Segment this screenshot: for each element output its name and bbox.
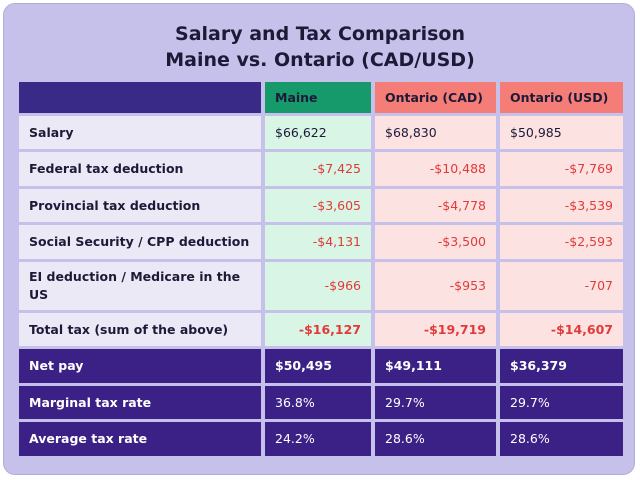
value-cell: -$966 (265, 261, 371, 310)
value-cell: 36.8% (265, 385, 371, 419)
value-cell: 28.6% (375, 422, 496, 456)
value-cell: $49,111 (375, 349, 496, 383)
value-cell: -$3,539 (500, 188, 623, 222)
header-cell: Ontario (CAD) (375, 82, 496, 113)
table-row: Total tax (sum of the above) -$16,127 -$19… (19, 312, 623, 346)
table-row: EI deduction / Medicare in the US -$966 -$… (19, 261, 623, 310)
value-cell: -$16,127 (265, 312, 371, 346)
value-cell: -707 (500, 261, 623, 310)
value-cell: 24.2% (265, 422, 371, 456)
value-cell: -$3,500 (375, 225, 496, 259)
value-cell: -$4,778 (375, 188, 496, 222)
value-cell: 29.7% (500, 385, 623, 419)
value-cell: -$19,719 (375, 312, 496, 346)
value-cell: $66,622 (265, 116, 371, 149)
row-label: Salary (19, 116, 261, 149)
card: Salary and Tax Comparison Maine vs. Onta… (3, 3, 635, 475)
value-cell: 28.6% (500, 422, 623, 456)
value-cell: -$3,605 (265, 188, 371, 222)
value-cell: -$4,131 (265, 225, 371, 259)
header-cell (19, 82, 261, 113)
value-cell: -$10,488 (375, 152, 496, 186)
row-label: Provincial tax deduction (19, 188, 261, 222)
value-cell: $50,495 (265, 349, 371, 383)
comparison-table: Maine Ontario (CAD) Ontario (USD) Salary $66… (15, 79, 627, 459)
table-row: Social Security / CPP deduction -$4,131 -$… (19, 225, 623, 259)
title-line: Salary and Tax Comparison (175, 23, 465, 45)
header-cell: Maine (265, 82, 371, 113)
value-cell: -$7,769 (500, 152, 623, 186)
row-label: Average tax rate (19, 422, 261, 456)
row-label: Marginal tax rate (19, 385, 261, 419)
table-row: Salary $66,622 $68,830 $50,985 (19, 116, 623, 149)
value-cell: -$7,425 (265, 152, 371, 186)
value-cell: 29.7% (375, 385, 496, 419)
table-row: Average tax rate 24.2% 28.6% 28.6% (19, 422, 623, 456)
row-label: Social Security / CPP deduction (19, 225, 261, 259)
title: Salary and Tax Comparison Maine vs. Onta… (4, 21, 636, 73)
table-row: Provincial tax deduction -$3,605 -$4,778 -$… (19, 188, 623, 222)
value-cell: -$14,607 (500, 312, 623, 346)
row-label: Total tax (sum of the above) (19, 312, 261, 346)
value-cell: $68,830 (375, 116, 496, 149)
title-line: Maine vs. Ontario (CAD/USD) (165, 49, 475, 71)
table-row: Marginal tax rate 36.8% 29.7% 29.7% (19, 385, 623, 419)
header-row: Maine Ontario (CAD) Ontario (USD) (19, 82, 623, 113)
header-cell: Ontario (USD) (500, 82, 623, 113)
value-cell: -$953 (375, 261, 496, 310)
table-row: Net pay $50,495 $49,111 $36,379 (19, 349, 623, 383)
row-label: Net pay (19, 349, 261, 383)
value-cell: $50,985 (500, 116, 623, 149)
value-cell: -$2,593 (500, 225, 623, 259)
value-cell: $36,379 (500, 349, 623, 383)
row-label: Federal tax deduction (19, 152, 261, 186)
row-label: EI deduction / Medicare in the US (19, 261, 261, 310)
table-row: Federal tax deduction -$7,425 -$10,488 -$7,… (19, 152, 623, 186)
